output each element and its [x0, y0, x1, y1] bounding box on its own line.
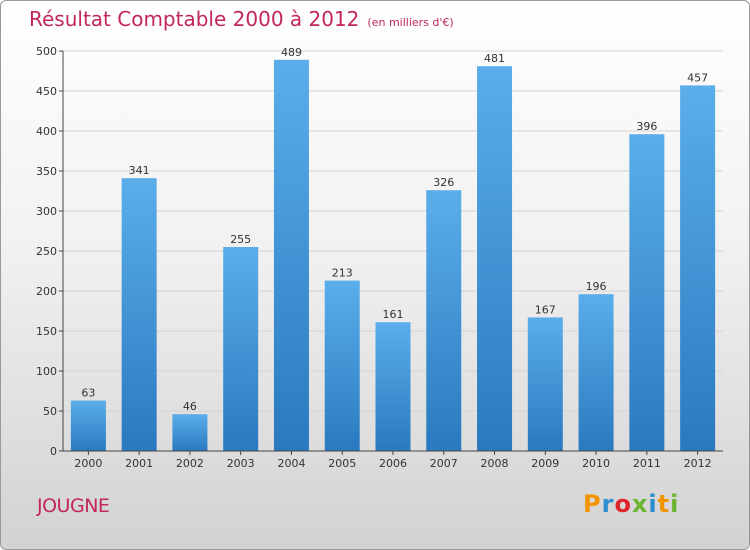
- logo-letter: x: [631, 490, 649, 518]
- logo-letter: r: [601, 490, 615, 518]
- labels: 0 50 100 150 200 250 300 350 400 450 500 63 2000 341 2…: [36, 45, 712, 470]
- bar-2008: [477, 66, 513, 451]
- xtick-label-2003: 2003: [227, 457, 255, 470]
- data-label-2003: 255: [230, 233, 251, 246]
- logo-letter: o: [614, 490, 632, 518]
- ytick-label-200: 200: [36, 285, 57, 298]
- logo-letter: i: [670, 490, 680, 518]
- commune-name: JOUGNE: [37, 495, 110, 517]
- chart-title: Résultat Comptable 2000 à 2012 (en millie…: [29, 7, 454, 31]
- bar-2001: [121, 178, 157, 451]
- xtick-label-2008: 2008: [481, 457, 509, 470]
- ytick-label-350: 350: [36, 165, 57, 178]
- logo-letter: P: [583, 490, 602, 518]
- ytick-label-0: 0: [50, 445, 57, 458]
- proxiti-logo: Proxiti: [583, 490, 679, 518]
- xtick-label-2004: 2004: [277, 457, 305, 470]
- data-label-2001: 341: [129, 164, 150, 177]
- logo-letter: i: [648, 490, 658, 518]
- data-label-2010: 196: [586, 280, 607, 293]
- xtick-label-2000: 2000: [74, 457, 102, 470]
- data-label-2002: 46: [183, 400, 197, 413]
- bar-2010: [578, 294, 614, 451]
- xtick-label-2006: 2006: [379, 457, 407, 470]
- chart-title-text: Résultat Comptable 2000 à 2012: [29, 7, 360, 31]
- bar-2012: [680, 85, 716, 452]
- data-label-2005: 213: [332, 267, 353, 280]
- bars: [70, 59, 716, 452]
- xtick-label-2005: 2005: [328, 457, 356, 470]
- data-label-2008: 481: [484, 52, 505, 65]
- bar-2003: [223, 247, 259, 451]
- xtick-label-2009: 2009: [531, 457, 559, 470]
- data-label-2007: 326: [433, 176, 454, 189]
- data-label-2012: 457: [687, 71, 708, 84]
- data-label-2006: 161: [383, 308, 404, 321]
- bar-2000: [70, 400, 106, 451]
- xtick-label-2002: 2002: [176, 457, 204, 470]
- xtick-label-2012: 2012: [684, 457, 712, 470]
- ytick-label-500: 500: [36, 45, 57, 58]
- chart-subtitle: (en milliers d'€): [367, 16, 454, 29]
- logo-letter: t: [657, 490, 671, 518]
- bar-2007: [426, 190, 462, 451]
- bar-2009: [527, 317, 563, 451]
- ytick-label-100: 100: [36, 365, 57, 378]
- ytick-label-150: 150: [36, 325, 57, 338]
- ytick-label-400: 400: [36, 125, 57, 138]
- data-label-2000: 63: [81, 387, 95, 400]
- axes: [59, 50, 723, 455]
- data-label-2011: 396: [636, 120, 657, 133]
- xtick-label-2001: 2001: [125, 457, 153, 470]
- bar-2005: [324, 280, 360, 451]
- bar-2002: [172, 414, 208, 451]
- xtick-label-2010: 2010: [582, 457, 610, 470]
- xtick-label-2011: 2011: [633, 457, 661, 470]
- bar-2004: [273, 59, 309, 452]
- data-label-2009: 167: [535, 303, 556, 316]
- bar-2011: [629, 134, 665, 451]
- xtick-label-2007: 2007: [430, 457, 458, 470]
- data-label-2004: 489: [281, 46, 302, 59]
- ytick-label-250: 250: [36, 245, 57, 258]
- ytick-label-50: 50: [43, 405, 57, 418]
- bar-2006: [375, 322, 411, 451]
- ytick-label-300: 300: [36, 205, 57, 218]
- ytick-label-450: 450: [36, 85, 57, 98]
